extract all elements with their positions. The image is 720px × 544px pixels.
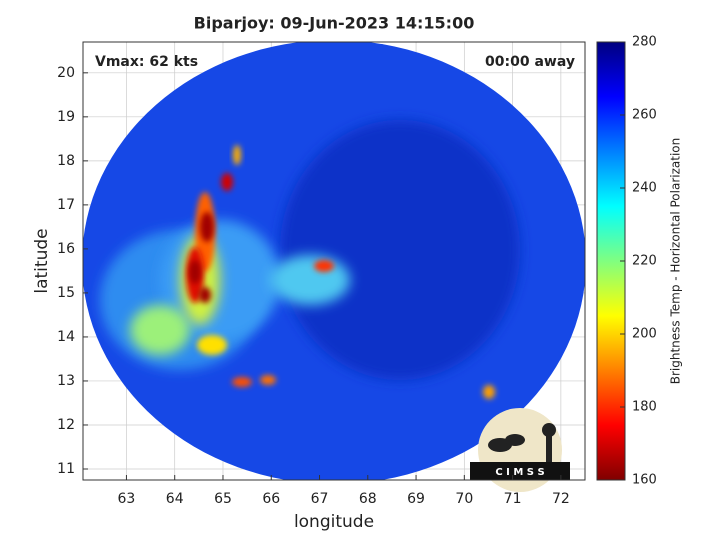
annotation: Vmax: 62 kts: [95, 54, 198, 70]
x-tick-label: 72: [552, 491, 570, 507]
cimss-logo: C I M S S: [470, 408, 570, 492]
x-tick-label: 66: [262, 491, 280, 507]
logo-text: C I M S S: [495, 467, 544, 478]
colorbar-tick-label: 160: [632, 473, 657, 488]
x-tick-label: 70: [455, 491, 473, 507]
colorbar-tick-label: 280: [632, 35, 657, 50]
y-tick-label: 19: [57, 109, 75, 125]
y-tick-label: 14: [57, 329, 75, 345]
y-tick-label: 17: [57, 197, 75, 213]
y-tick-label: 16: [57, 241, 75, 257]
y-tick-label: 12: [57, 417, 75, 433]
satellite-image: [83, 42, 585, 480]
x-tick-label: 63: [118, 491, 136, 507]
x-tick-label: 69: [407, 491, 425, 507]
colorbar-tick-label: 260: [632, 108, 657, 123]
x-tick-label: 68: [359, 491, 377, 507]
colorbar-tick-label: 220: [632, 254, 657, 269]
x-tick-label: 71: [504, 491, 522, 507]
x-axis-label: longitude: [294, 512, 374, 532]
x-tick-label: 65: [214, 491, 232, 507]
plot-frame: [82, 41, 586, 481]
y-tick-label: 15: [57, 285, 75, 301]
y-tick-label: 13: [57, 373, 75, 389]
x-tick-label: 67: [311, 491, 329, 507]
colorbar-tick-label: 180: [632, 400, 657, 415]
y-axis-label: latitude: [32, 228, 52, 293]
y-tick-label: 20: [57, 65, 75, 81]
colorbar-tick-label: 240: [632, 181, 657, 196]
x-tick-label: 64: [166, 491, 184, 507]
chart-title: Biparjoy: 09-Jun-2023 14:15:00: [194, 14, 475, 33]
y-tick-label: 18: [57, 153, 75, 169]
annotation: 00:00 away: [485, 54, 575, 70]
colorbar-tick-label: 200: [632, 327, 657, 342]
colorbar-label: Brightness Temp - Horizontal Polarizatio…: [669, 138, 683, 385]
y-tick-label: 11: [57, 461, 75, 477]
